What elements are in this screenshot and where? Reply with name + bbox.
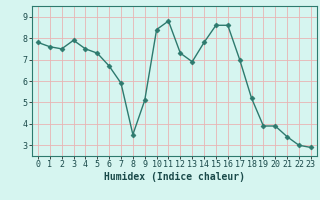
X-axis label: Humidex (Indice chaleur): Humidex (Indice chaleur) <box>104 172 245 182</box>
